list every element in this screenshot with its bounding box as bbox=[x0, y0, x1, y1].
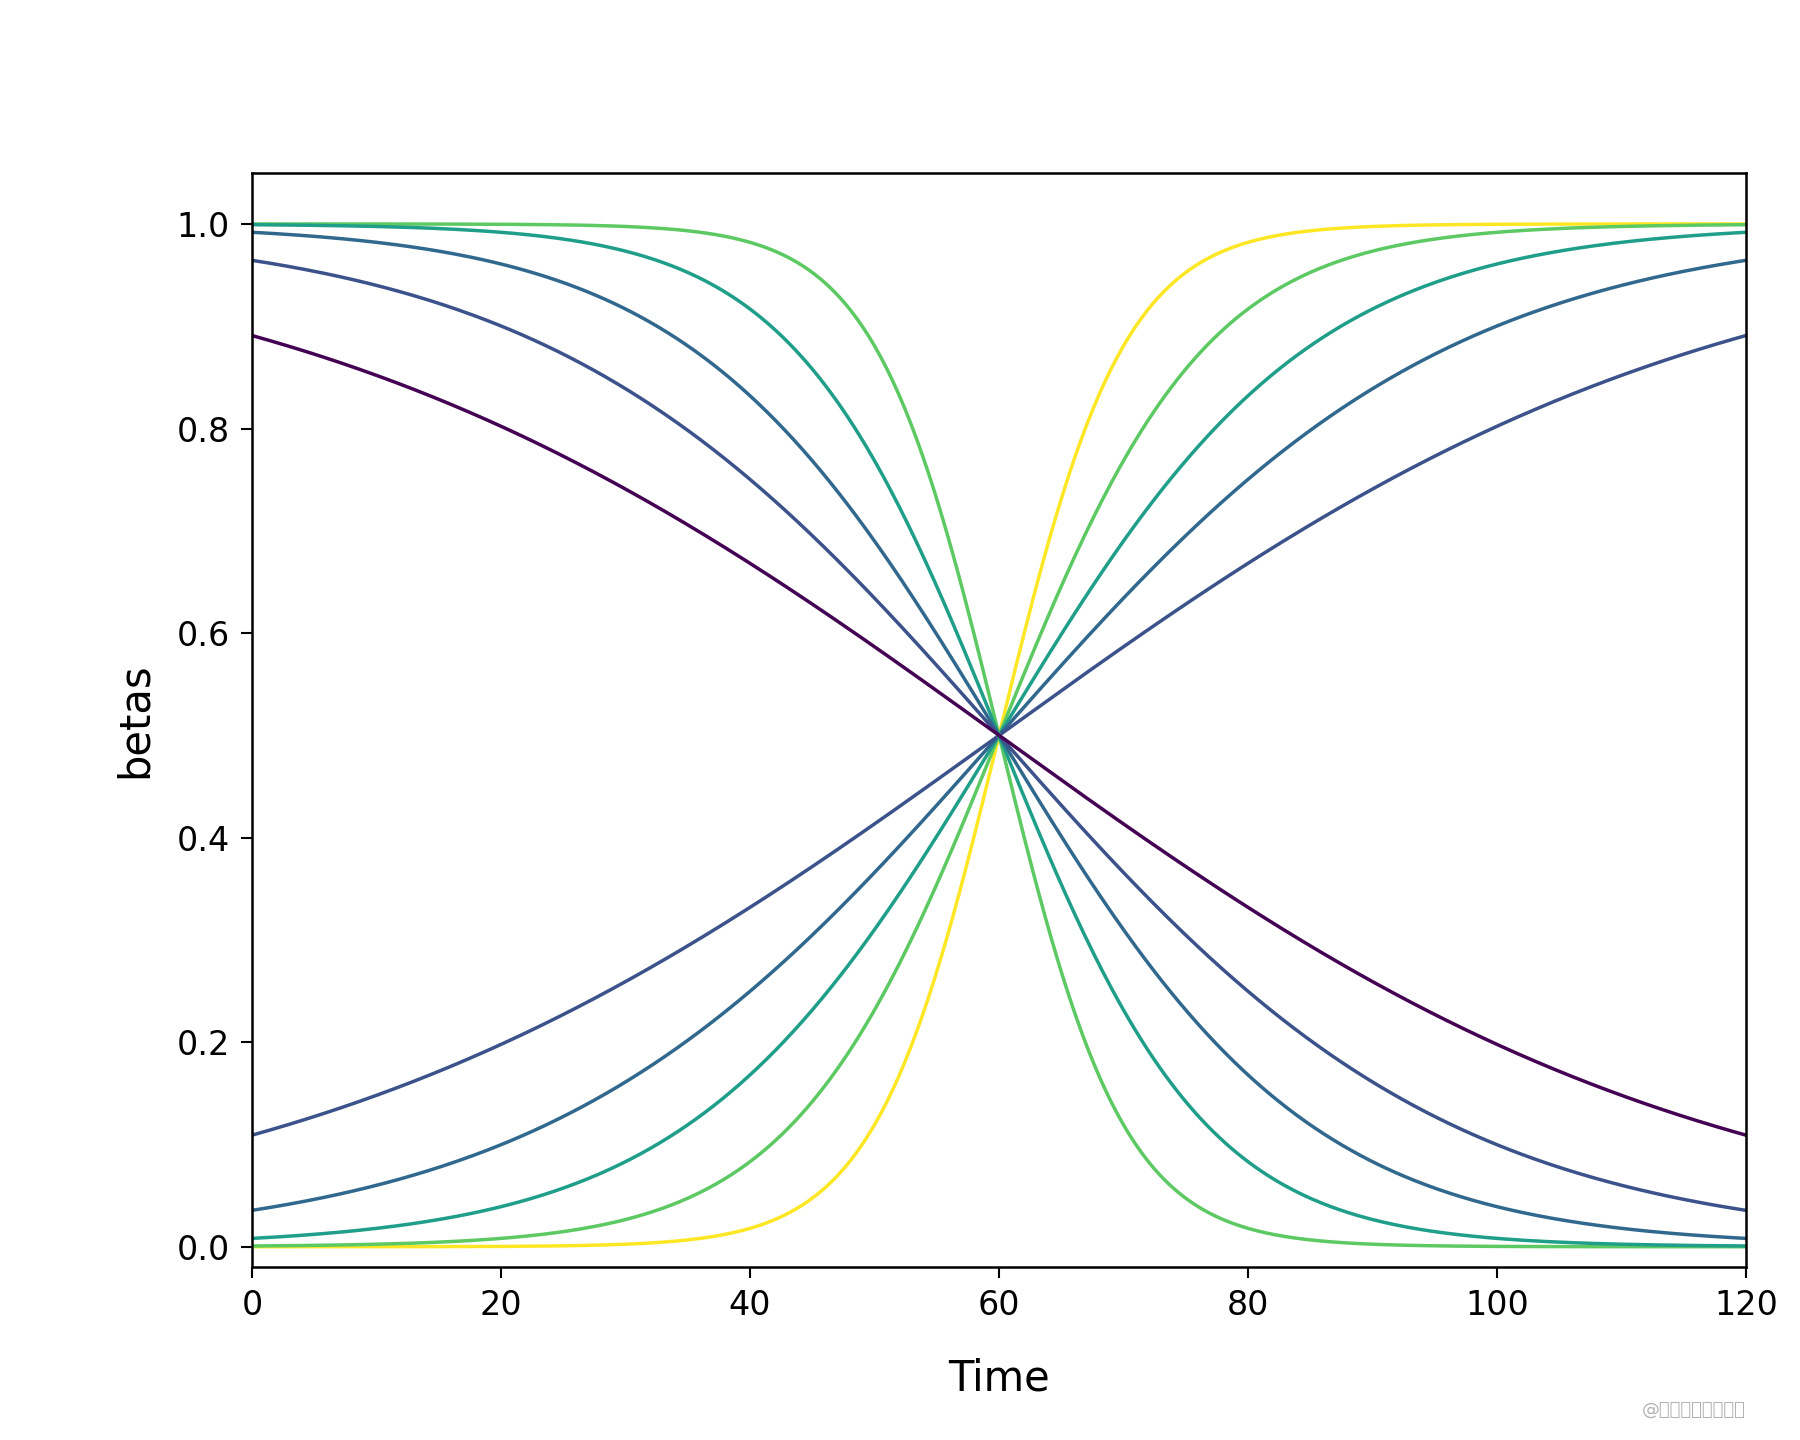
Text: @稀土掘金技术社区: @稀土掘金技术社区 bbox=[1642, 1400, 1746, 1418]
Y-axis label: betas: betas bbox=[113, 662, 155, 778]
X-axis label: Time: Time bbox=[949, 1356, 1049, 1400]
